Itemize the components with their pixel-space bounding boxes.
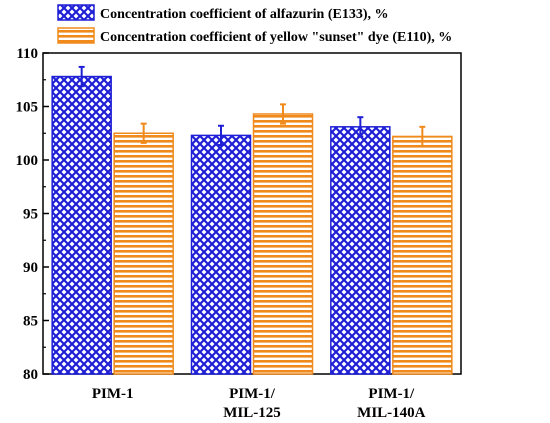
legend-swatch-alfazurin [57,4,95,21]
legend-label-sunset: Concentration coefficient of yellow "sun… [100,30,452,45]
y-tick-label: 85 [23,314,38,330]
x-tick-label-line: MIL-140A [357,405,425,421]
bar-sunset [392,135,453,375]
x-tick-label-line: PIM-1/ [229,386,276,402]
legend-label-alfazurin: Concentration coefficient of alfazurin (… [100,7,389,22]
legend: Concentration coefficient of alfazurin (… [57,4,452,45]
bar-alfazurin [330,126,391,375]
y-tick-label: 80 [23,367,38,383]
x-tick-label-line: PIM-1 [92,386,134,402]
x-tick-label: PIM-1 [92,386,134,402]
y-tick-label: 95 [23,207,38,223]
y-tick-label: 100 [16,153,39,169]
x-tick-label: PIM-1/MIL-140A [357,386,425,421]
x-tick-label: PIM-1/MIL-125 [223,386,281,421]
bar-sunset [252,113,314,375]
y-tick-label: 110 [16,46,38,62]
x-tick-label-line: MIL-125 [223,405,281,421]
bar-alfazurin [51,75,112,375]
y-tick-label: 105 [16,100,39,116]
legend-swatch-sunset [57,27,95,44]
y-tick-label: 90 [23,260,38,276]
bar-alfazurin [190,134,252,375]
bar-sunset [113,132,174,375]
x-tick-label-line: PIM-1/ [368,386,415,402]
